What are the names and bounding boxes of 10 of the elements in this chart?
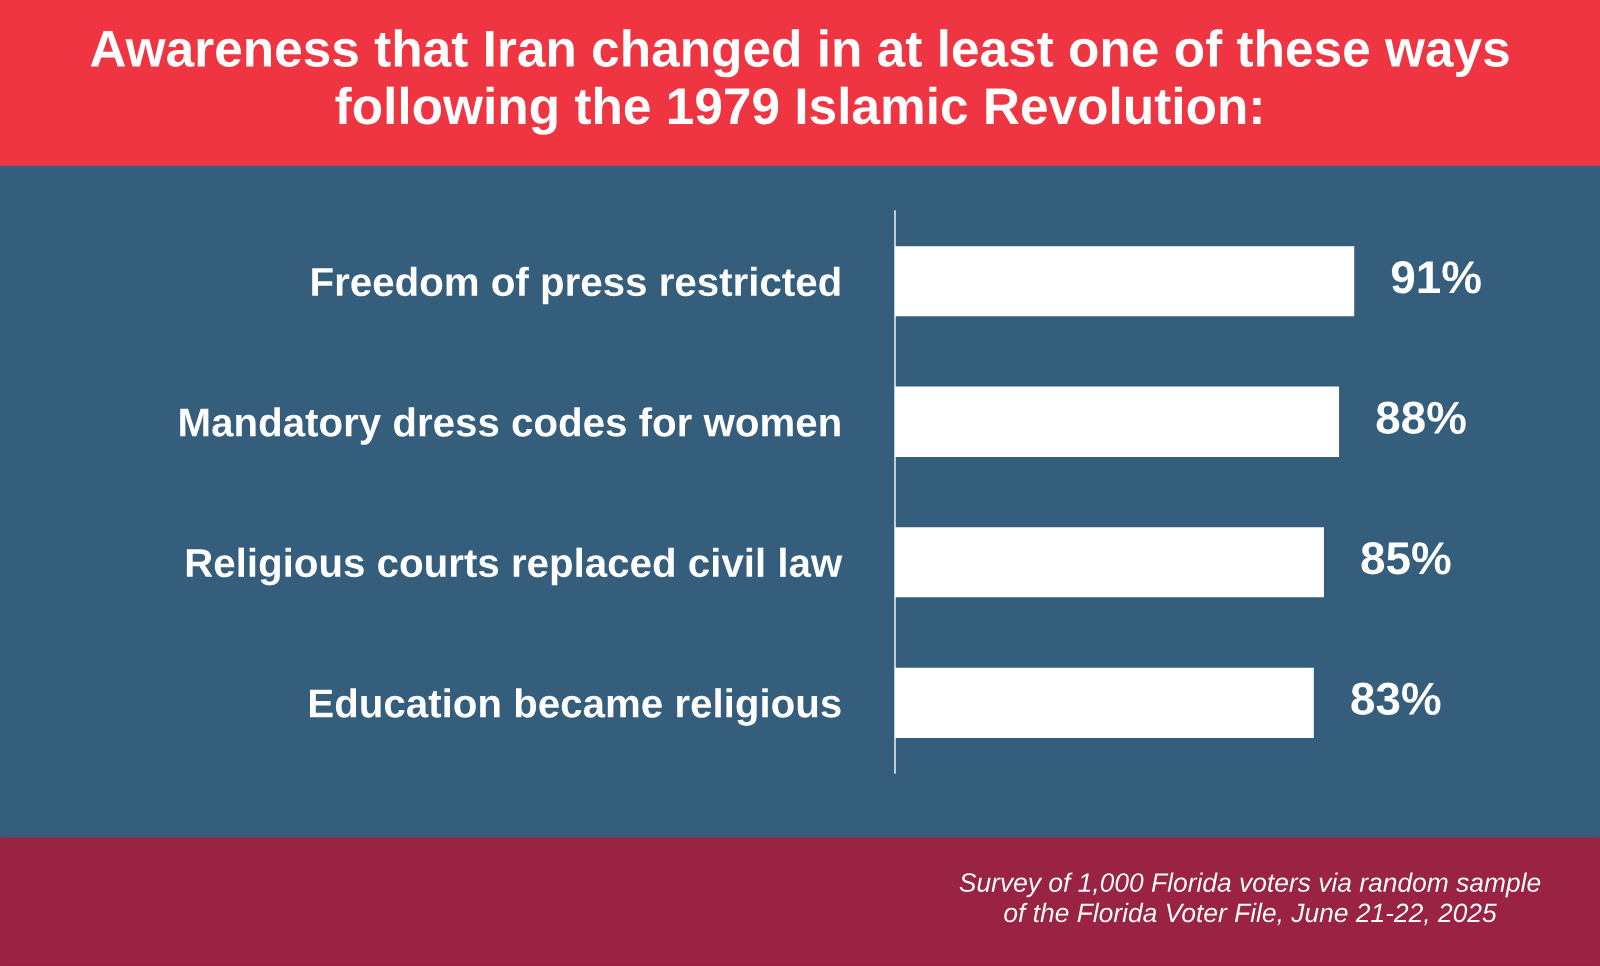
y-tick-label: Mandatory dress codes for women <box>180 407 840 445</box>
data-label: 88% <box>1376 401 1466 435</box>
data-label: 85% <box>1361 542 1451 575</box>
text: Survey of 1,000 Florida voters via random sample of the Florida Voter File, June 21-22, 2025 <box>959 872 1541 926</box>
y-tick-label: Education became religious <box>310 688 841 726</box>
chart-title: Awareness that Iran changed in at least one of these ways following the 1979 Islamic Revolution: <box>90 29 1509 135</box>
y-tick-label: Freedom of press restricted <box>312 266 840 305</box>
data-label: 91% <box>1391 261 1481 294</box>
data-label: 83% <box>1351 682 1441 716</box>
y-tick-label: Religious courts replaced civil law <box>186 547 843 586</box>
